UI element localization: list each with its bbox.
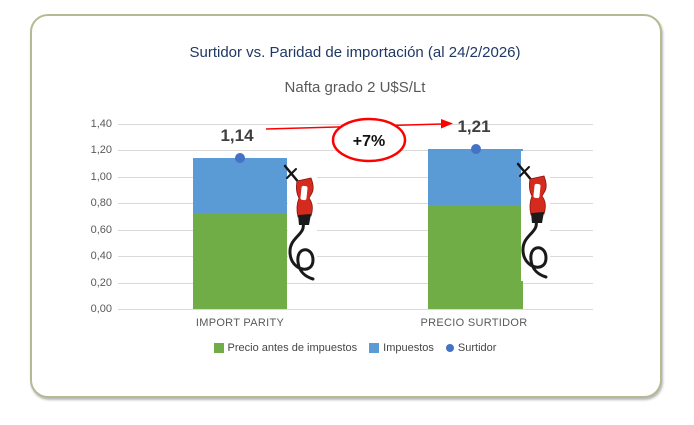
y-tick-label: 1,20 <box>90 144 112 157</box>
data-label-import-parity: 1,14 <box>220 126 254 145</box>
y-gridline <box>118 229 593 231</box>
legend-label: Surtidor <box>457 342 497 354</box>
legend-item-impuestos: Impuestos <box>369 342 434 354</box>
chart-title: Surtidor vs. Paridad de importación (al … <box>189 44 521 61</box>
fuel-pump-icon <box>283 153 317 283</box>
bar-import-parity <box>193 124 287 309</box>
y-tick-label: 0,20 <box>90 276 112 289</box>
y-gridline <box>118 282 593 284</box>
legend-swatch-blue-icon <box>369 343 380 353</box>
data-label-precio-surtidor: 1,21 <box>457 117 491 136</box>
fuel-pump-icon <box>516 151 550 281</box>
legend-item-precio-antes-impuestos: Precio antes de impuestos <box>213 342 358 354</box>
bar-segment-impuestos <box>193 158 287 214</box>
legend-label: Precio antes de impuestos <box>227 342 358 354</box>
bar-precio-surtidor <box>428 124 523 309</box>
y-tick-label: 1,00 <box>90 170 112 183</box>
bar-segment-impuestos <box>428 149 523 205</box>
legend: Precio antes de impuestos Impuestos Surt… <box>100 342 610 354</box>
y-gridline <box>118 203 593 205</box>
bar-segment-precio-antes-impuestos <box>193 213 287 309</box>
surtidor-marker <box>235 153 245 164</box>
legend-swatch-green-icon <box>213 343 224 353</box>
surtidor-marker <box>470 144 481 155</box>
legend-label: Impuestos <box>383 342 434 354</box>
chart-subtitle: Nafta grado 2 U$S/Lt <box>284 79 426 96</box>
legend-item-surtidor: Surtidor <box>445 342 497 354</box>
bar-segment-precio-antes-impuestos <box>428 204 523 309</box>
legend-swatch-dot-icon <box>445 344 454 352</box>
category-label-import-parity: IMPORT PARITY <box>195 317 285 329</box>
y-gridline <box>118 256 593 258</box>
y-gridline <box>118 309 593 310</box>
chart-card <box>30 14 662 398</box>
y-tick-label: 1,40 <box>90 118 112 130</box>
category-label-precio-surtidor: PRECIO SURTIDOR <box>420 317 528 329</box>
y-tick-label: 0,80 <box>90 197 112 210</box>
y-gridline <box>118 176 593 178</box>
y-tick-label: 0,00 <box>90 303 112 315</box>
y-tick-label: 0,40 <box>90 250 112 263</box>
y-tick-label: 0,60 <box>90 223 112 236</box>
